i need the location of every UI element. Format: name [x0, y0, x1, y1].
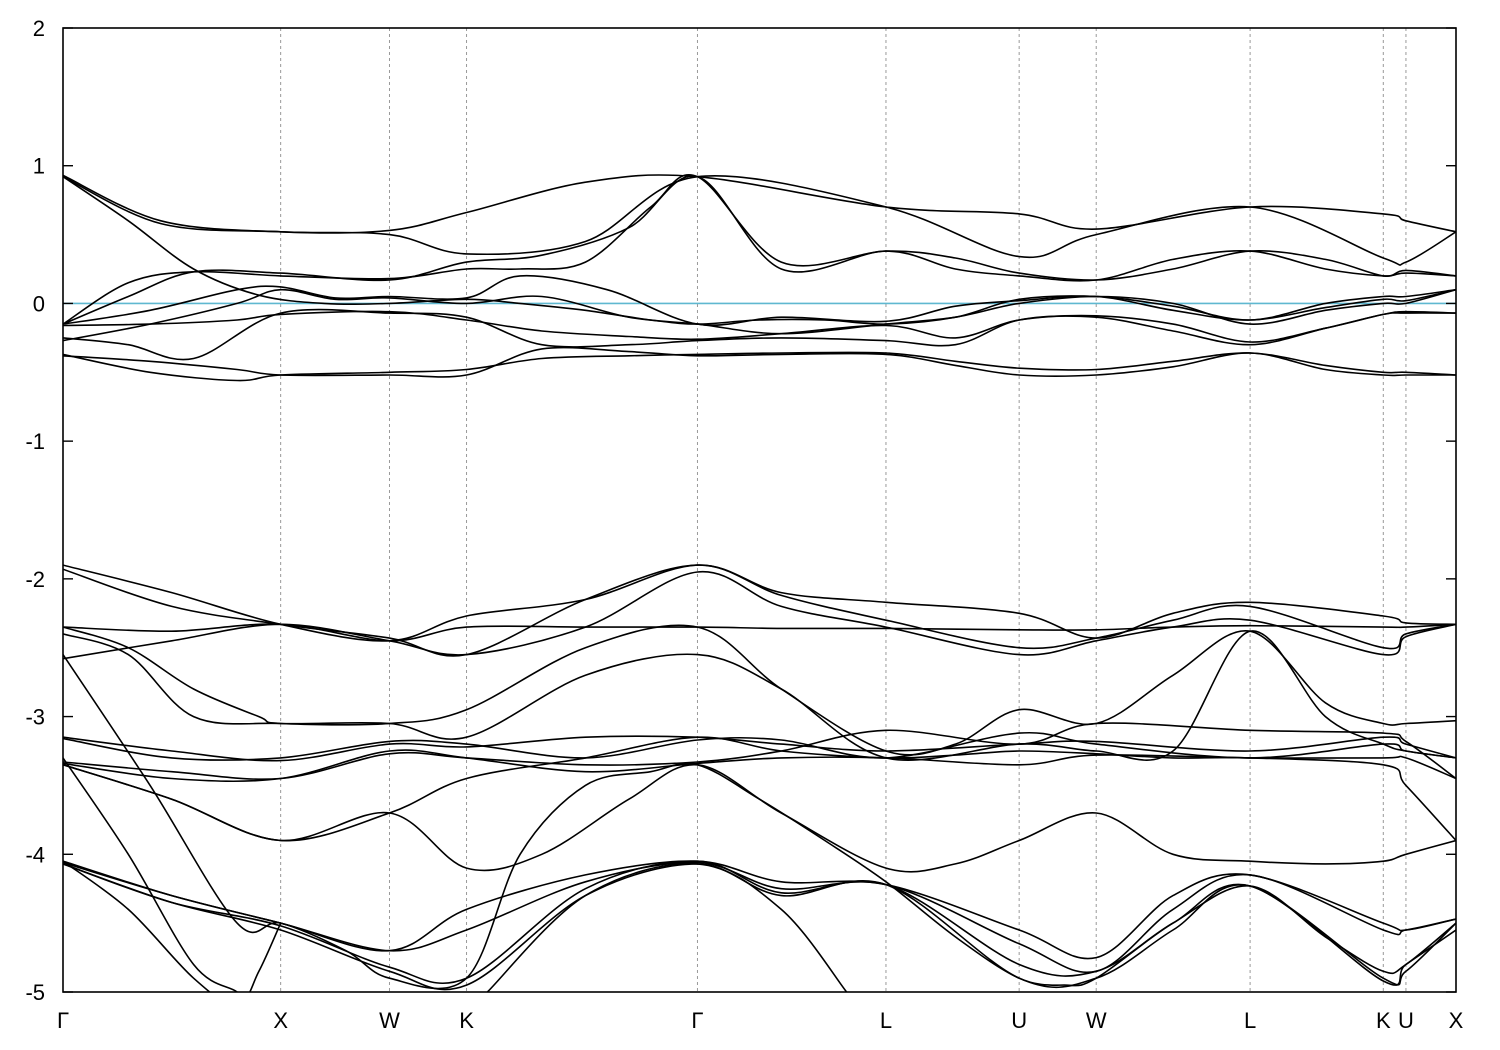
- band-line: [63, 310, 1456, 343]
- band-line: [63, 731, 1456, 761]
- band-line: [63, 174, 1456, 234]
- band-line: [63, 564, 1456, 657]
- kpoint-label: Γ: [691, 1008, 703, 1033]
- y-tick-label: -5: [25, 980, 45, 1005]
- band-line: [63, 860, 282, 992]
- kpoint-label: W: [1086, 1008, 1107, 1033]
- band-line: [63, 351, 1456, 382]
- y-tick-label: 2: [33, 16, 45, 41]
- kpoint-label: U: [1011, 1008, 1027, 1033]
- band-line: [63, 623, 1456, 642]
- band-line: [63, 346, 1456, 378]
- y-tick-label: -2: [25, 567, 45, 592]
- band-line: [63, 654, 1456, 990]
- kpoint-label: X: [273, 1008, 288, 1033]
- band-line: [63, 736, 1456, 842]
- y-tick-label: -4: [25, 842, 45, 867]
- band-line: [63, 757, 239, 992]
- band-line: [63, 861, 1456, 974]
- y-axis-tick-labels: 2 1 0 -1 -2 -3 -4 -5: [25, 16, 45, 1005]
- band-line: [63, 175, 1456, 325]
- band-line: [63, 624, 1456, 756]
- band-line: [63, 175, 1456, 266]
- band-line: [63, 630, 1456, 761]
- y-axis-ticks: [63, 27, 1456, 993]
- band-line: [63, 274, 1456, 326]
- band-line: [63, 749, 1456, 783]
- band-line: [63, 735, 1456, 762]
- kpoint-label: L: [880, 1008, 892, 1033]
- y-tick-label: 0: [33, 291, 45, 316]
- band-line: [486, 862, 848, 992]
- band-line: [63, 763, 1456, 873]
- kpoint-label: X: [1449, 1008, 1464, 1033]
- y-tick-label: -3: [25, 705, 45, 730]
- band-line: [63, 863, 1456, 991]
- kpoint-label: U: [1398, 1008, 1414, 1033]
- kpoint-label: Γ: [57, 1008, 69, 1033]
- plot-frame: [62, 27, 1457, 993]
- band-line: [63, 564, 1456, 642]
- band-line: [63, 174, 1456, 325]
- high-symmetry-lines: [280, 28, 1407, 992]
- band-line: [63, 571, 1456, 660]
- band-line: [63, 308, 1456, 361]
- kpoint-label: W: [379, 1008, 400, 1033]
- band-lines: [63, 174, 1456, 992]
- kpoint-label: K: [1376, 1008, 1391, 1033]
- kpoint-label: K: [459, 1008, 474, 1033]
- y-tick-label: 1: [33, 154, 45, 179]
- kpoint-label: L: [1244, 1008, 1256, 1033]
- y-tick-label: -1: [25, 429, 45, 454]
